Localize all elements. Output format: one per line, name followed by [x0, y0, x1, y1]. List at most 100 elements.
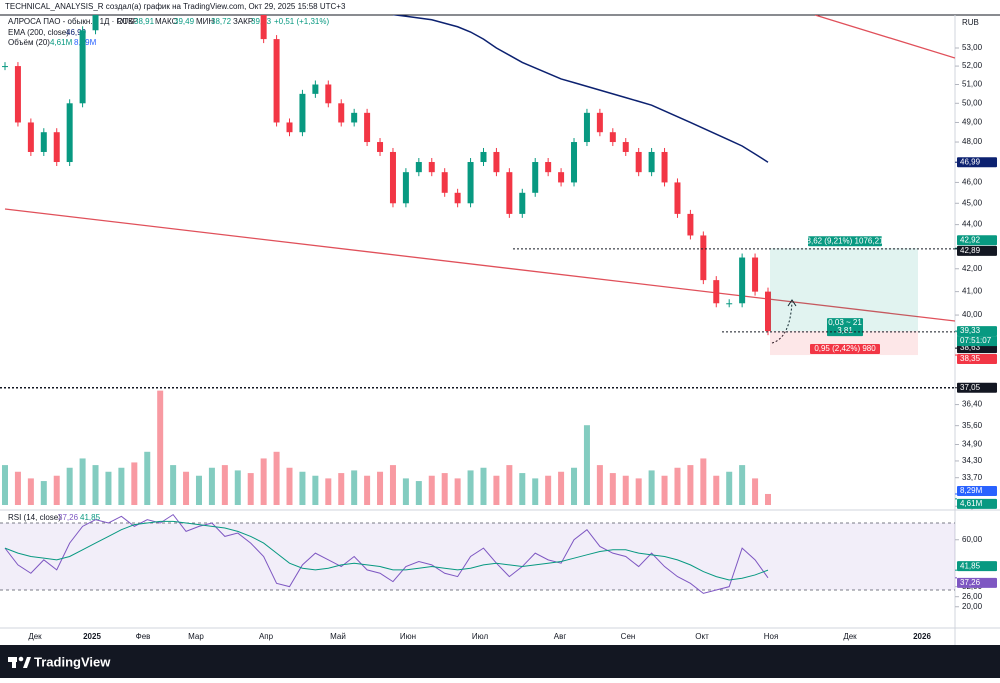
volume-bar [480, 467, 487, 505]
candle [402, 172, 409, 204]
price-tick-label: 53,00 [962, 43, 983, 52]
rsi-band [0, 523, 955, 590]
rsi-tick-label: 60,00 [962, 535, 983, 544]
price-tick-label: 48,00 [962, 137, 983, 146]
candle [739, 257, 746, 304]
stop-zone [770, 331, 918, 356]
price-tick-label: 34,30 [962, 456, 983, 465]
volume-bar [674, 467, 681, 505]
volume-bar [661, 475, 668, 505]
volume-bar [377, 471, 384, 505]
rsi-value: 37,26 [58, 513, 79, 522]
volume-bar [273, 451, 280, 505]
label-box [808, 236, 882, 247]
volume-bar [506, 465, 513, 505]
volume-bar [415, 481, 422, 505]
volume-bar [14, 471, 21, 505]
candle [454, 192, 461, 204]
label: 0,03 ~ 21 [828, 318, 862, 327]
volume-bar [389, 465, 396, 505]
axis-badge-label: 38,35 [960, 354, 981, 363]
candle [596, 112, 603, 133]
volume-bar [402, 478, 409, 505]
volume-bar [53, 475, 60, 505]
candle [40, 132, 47, 152]
ema-line [392, 15, 769, 163]
volume-bar [622, 475, 629, 505]
axis-badge [957, 354, 997, 365]
price-tick-label: 50,00 [962, 98, 983, 107]
price-tick-label: 33,70 [962, 473, 983, 482]
volume-bar [221, 465, 228, 505]
volume-bar [752, 478, 759, 505]
logo: TradingView [8, 654, 111, 669]
price-tick-label: 52,00 [962, 61, 983, 70]
symbol: АЛРОСА ПАО - обыкн. · 1Д · RUS [8, 17, 133, 26]
volume-bar [260, 458, 267, 505]
axis-badge [957, 498, 997, 509]
volume-bar [571, 467, 578, 505]
volume-bar [66, 467, 73, 505]
volume-bar [157, 390, 164, 505]
axis-badge-label: 4,61M [960, 499, 983, 508]
axis-badge-label: 37,26 [960, 578, 981, 587]
candle [286, 122, 293, 133]
volume-bar [183, 471, 190, 505]
label: 3,62 (9,21%) 1076,21 [807, 236, 884, 245]
volume-bar [79, 458, 86, 505]
price-tick-label: 35,60 [962, 421, 983, 430]
volume-bar [713, 475, 720, 505]
volume-bar [208, 467, 215, 505]
candle [364, 112, 371, 143]
volume-bar [351, 470, 358, 505]
axis-badge [957, 382, 997, 393]
credit: TECHNICAL_ANALYSIS_R создал(а) график на… [5, 2, 346, 11]
volume-bar [609, 473, 616, 505]
open-label: ОТКР [117, 17, 138, 26]
volume-bar [467, 470, 474, 505]
volume-bar [247, 473, 254, 505]
volume-value: 4,61M [50, 38, 73, 47]
candle [273, 39, 280, 123]
price-tick-label: 46,00 [962, 178, 983, 187]
x-axis-label: Ноя [764, 632, 779, 641]
volume-bar [338, 473, 345, 505]
countdown: 07:51:07 [960, 336, 992, 345]
high: 39,49 [174, 17, 195, 26]
ema-value: 46,99 [66, 28, 87, 37]
footer-bar [0, 645, 1000, 678]
candle [312, 84, 319, 94]
currency: RUB [962, 18, 979, 27]
rsi-tick-label: 20,00 [962, 602, 983, 611]
ema-label: EMA (200, close) [8, 28, 69, 37]
volume-bar [519, 473, 526, 505]
x-axis-label: 2026 [913, 632, 931, 641]
x-axis-label: 2025 [83, 632, 101, 641]
x-axis-label: Окт [695, 632, 709, 641]
price-tick-label: 34,90 [962, 440, 983, 449]
axis-badge-label: 41,85 [960, 561, 981, 570]
label: 3,81 [837, 326, 853, 335]
x-axis-label: Мар [188, 632, 204, 641]
volume-bar [765, 493, 771, 505]
volume-bar [105, 471, 112, 505]
candle [687, 213, 694, 236]
candle [726, 303, 733, 305]
volume-bar [635, 478, 642, 505]
candle [299, 93, 306, 133]
volume-bar [687, 465, 694, 505]
candle [571, 142, 578, 183]
low-label: МИН [196, 17, 214, 26]
candle [558, 172, 565, 183]
candle [609, 132, 616, 143]
open: 38,91 [134, 17, 155, 26]
countdown-box [957, 336, 997, 347]
volume-bar [364, 475, 371, 505]
price-tick-label: 45,00 [962, 198, 983, 207]
price-tick-label: 49,00 [962, 118, 983, 127]
candle [506, 172, 513, 214]
x-axis-label: Дек [28, 632, 42, 641]
candle [260, 15, 267, 40]
candle [661, 151, 668, 183]
candle [467, 162, 474, 204]
